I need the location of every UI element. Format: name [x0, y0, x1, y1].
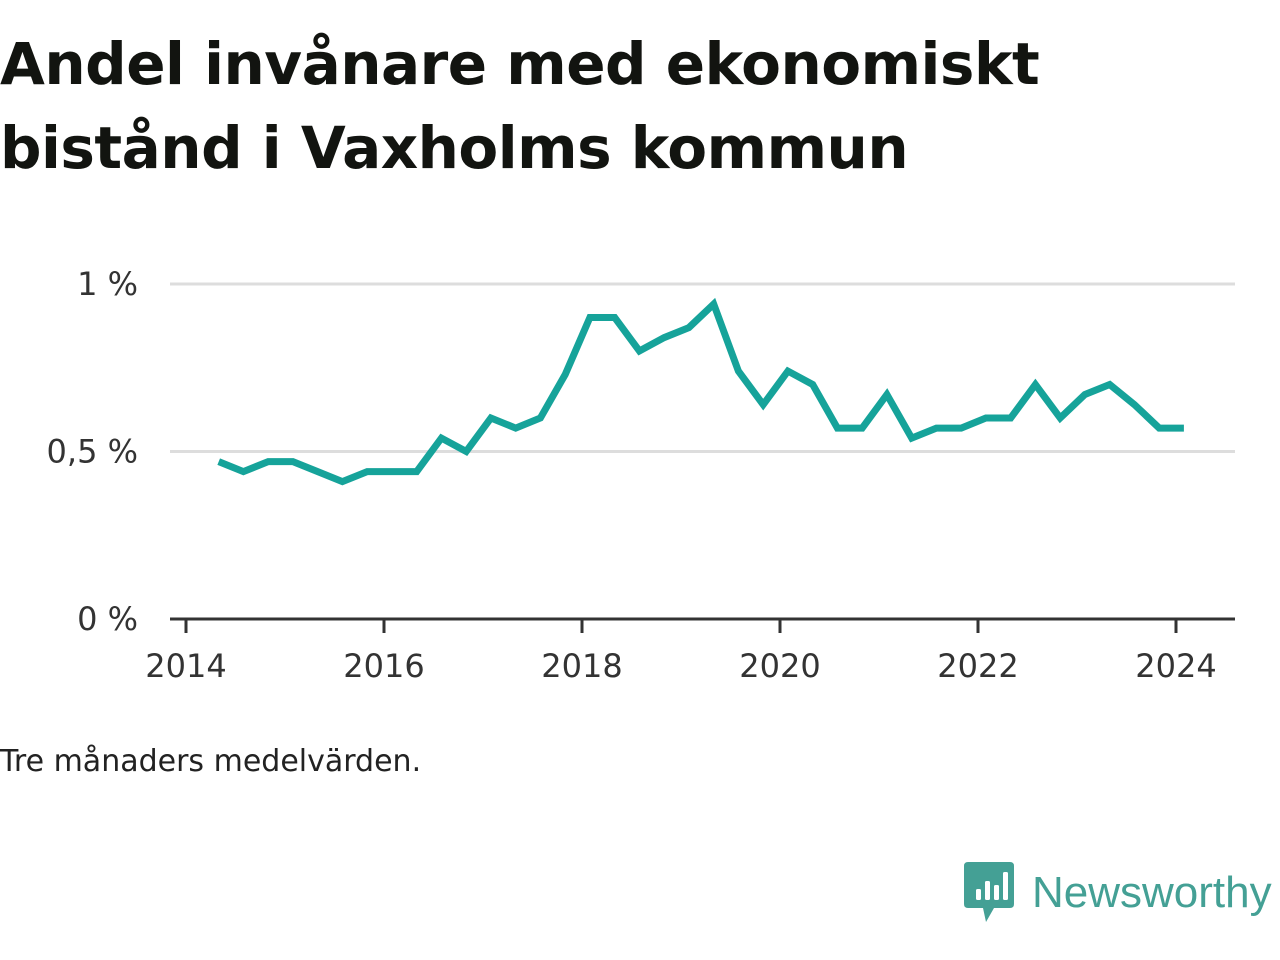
series-layer	[217, 297, 1184, 486]
series-line	[217, 297, 1184, 486]
y-tick-label: 1 %	[77, 265, 138, 303]
x-axis	[170, 617, 1235, 633]
chart-title: Andel invånare med ekonomiskt bistånd i …	[0, 30, 1040, 182]
x-tick-label: 2020	[739, 647, 820, 685]
y-axis-labels: 0 % 0,5 % 1 %	[47, 265, 138, 638]
x-axis-labels: 2014 2016 2018 2020 2022 2024	[145, 647, 1216, 685]
brand-logo: Newsworthy	[964, 862, 1272, 924]
x-tick-label: 2018	[541, 647, 622, 685]
brand-name: Newsworthy	[1032, 868, 1272, 917]
y-tick-label: 0 %	[77, 600, 138, 638]
x-tick-label: 2014	[145, 647, 226, 685]
x-tick-label: 2024	[1135, 647, 1216, 685]
gridlines	[170, 282, 1235, 453]
chart-caption: Tre månaders medelvärden.	[0, 744, 422, 779]
x-tick-label: 2022	[937, 647, 1018, 685]
newsworthy-logo-icon	[964, 862, 1014, 922]
x-tick-label: 2016	[343, 647, 424, 685]
y-tick-label: 0,5 %	[47, 433, 138, 471]
